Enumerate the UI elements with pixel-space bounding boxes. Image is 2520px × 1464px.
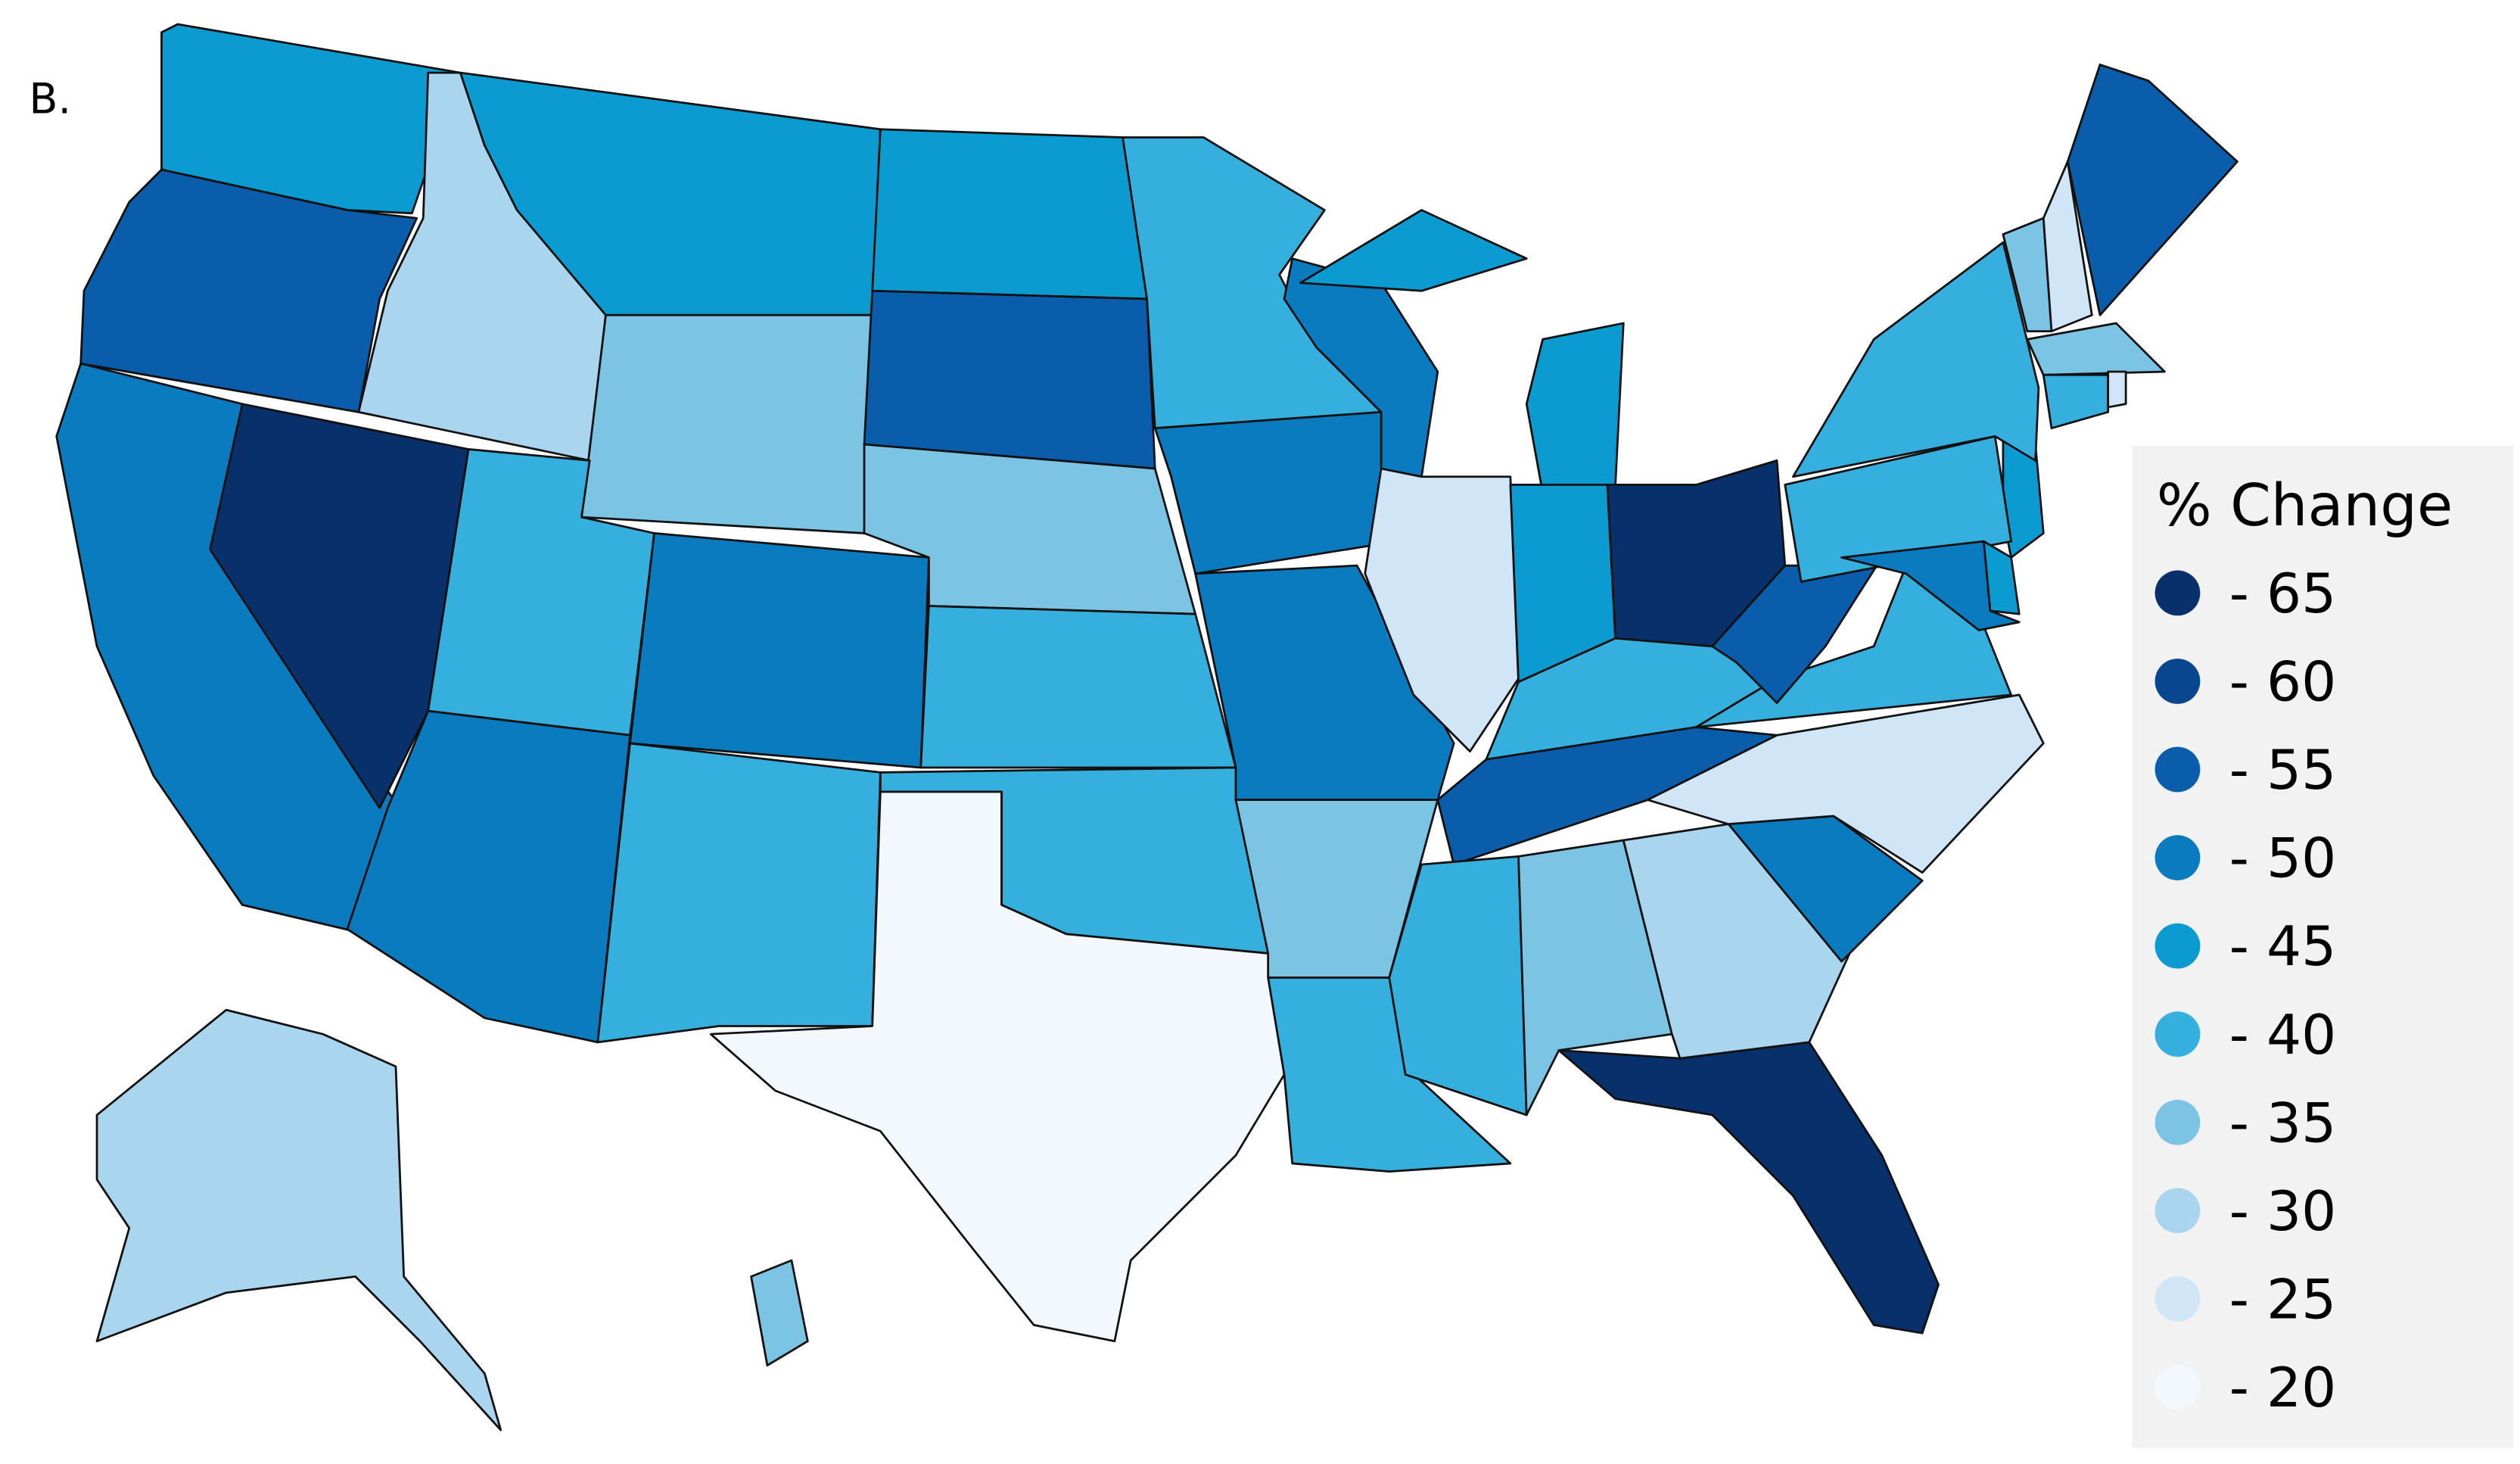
legend-label: - 40 — [2229, 1004, 2337, 1067]
legend-swatch — [2154, 923, 2201, 969]
legend-swatch — [2154, 1099, 2201, 1145]
state — [2066, 64, 2238, 316]
state — [1364, 467, 1520, 753]
states — [55, 23, 2238, 1431]
panel-label: B. — [29, 74, 71, 123]
legend-swatch — [2154, 1188, 2201, 1234]
legend-swatch — [2154, 1364, 2201, 1410]
state — [1840, 540, 2021, 631]
state — [1517, 839, 1673, 1117]
legend-label: - 35 — [2229, 1092, 2337, 1155]
state — [871, 128, 1148, 301]
legend-label: - 45 — [2229, 915, 2337, 979]
legend-label: - 25 — [2229, 1268, 2337, 1332]
state — [1646, 693, 2045, 874]
state — [2042, 373, 2110, 430]
state — [629, 532, 930, 769]
legend-swatch — [2154, 1011, 2201, 1058]
state — [1388, 855, 1528, 1117]
legend-label: - 20 — [2229, 1357, 2337, 1420]
state — [919, 605, 1237, 769]
legend-swatch — [2154, 746, 2201, 793]
legend-label: - 50 — [2229, 827, 2337, 891]
state — [750, 1259, 809, 1367]
state — [863, 289, 1156, 470]
legend-swatch — [2154, 835, 2201, 880]
legend-label: - 55 — [2229, 739, 2337, 802]
state — [709, 790, 1286, 1343]
state — [95, 1008, 502, 1431]
state — [596, 742, 882, 1044]
state — [1557, 1041, 1940, 1335]
legend-label: - 60 — [2229, 651, 2337, 715]
legend-swatch — [2154, 1276, 2201, 1322]
state — [209, 403, 470, 809]
legend-swatch — [2154, 659, 2201, 704]
state — [2107, 370, 2127, 409]
legend-label: - 30 — [2229, 1180, 2337, 1244]
state — [1153, 410, 1398, 575]
state — [2026, 322, 2166, 376]
legend-title: % Change — [2157, 472, 2453, 540]
state — [1711, 556, 1884, 704]
legend: - 65 - 60 - 55 - 50 - 45 - 40 - 35 - 30 - 25 - 20 — [2154, 562, 2337, 1420]
state — [2042, 160, 2093, 333]
legend-label: - 65 — [2229, 562, 2337, 626]
state — [580, 313, 874, 534]
legend-swatch — [2154, 570, 2201, 616]
state — [1792, 241, 2040, 478]
